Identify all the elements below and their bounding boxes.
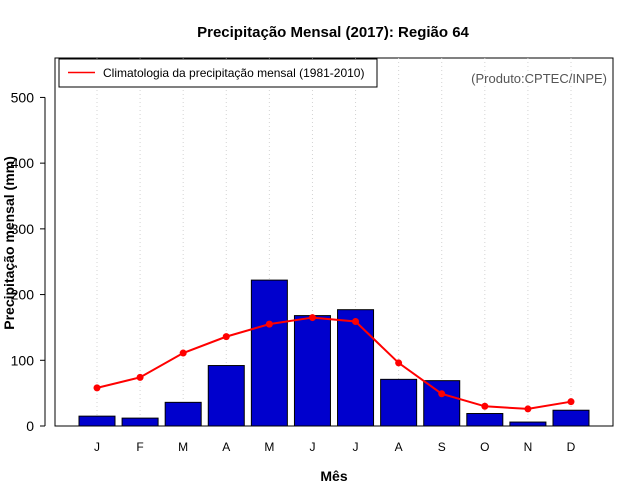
climatology-point (308, 314, 316, 322)
climatology-point (179, 349, 187, 357)
climatology-point (136, 373, 144, 381)
x-tick-label: J (353, 440, 359, 454)
x-tick-label: J (94, 440, 100, 454)
bar (552, 409, 590, 427)
bar (509, 421, 547, 427)
climatology-series (93, 314, 575, 413)
x-axis-label: Mês (320, 468, 347, 484)
bar (423, 380, 461, 427)
bar (250, 279, 288, 427)
climatology-point (567, 398, 575, 406)
y-axis: 0 100 200 300 400 500 (11, 89, 46, 434)
climatology-point (265, 320, 273, 328)
y-tick-label: 100 (11, 352, 35, 368)
x-tick-label: N (524, 440, 533, 454)
x-tick-label: A (395, 440, 403, 454)
legend-box (58, 58, 378, 88)
chart-title: Precipitação Mensal (2017): Região 64 (197, 24, 469, 41)
climatology-line (96, 316, 572, 410)
x-tick-label: M (264, 440, 274, 454)
legend: Climatologia da precipitação mensal (198… (58, 58, 378, 88)
bar-series (78, 279, 590, 427)
bar (337, 309, 375, 427)
y-tick-label: 500 (11, 89, 35, 105)
bar (466, 413, 504, 427)
y-tick-label: 0 (26, 418, 34, 434)
x-tick-label: M (178, 440, 188, 454)
gridlines (96, 58, 572, 426)
climatology-point (438, 390, 446, 398)
x-tick-label: F (136, 440, 143, 454)
x-tick-label: J (309, 440, 315, 454)
climatology-point (352, 318, 360, 326)
legend-label: Climatologia da precipitação mensal (198… (103, 66, 364, 80)
bar (380, 378, 418, 427)
climatology-point (395, 359, 403, 367)
climatology-point (222, 333, 230, 341)
x-tick-label: O (480, 440, 489, 454)
y-tick-label: 400 (11, 155, 35, 171)
bar (293, 315, 331, 427)
bar (121, 417, 159, 427)
y-tick-label: 300 (11, 221, 35, 237)
bar (207, 365, 245, 427)
x-tick-label: D (567, 440, 576, 454)
climatology-point (481, 402, 489, 410)
plot-area (54, 57, 614, 427)
y-axis-label: Precipitação mensal (mm) (1, 156, 17, 330)
climatology-point (524, 405, 532, 413)
credit-text: (Produto:CPTEC/INPE) (471, 71, 607, 86)
y-tick-label: 200 (11, 287, 35, 303)
x-tick-label: S (438, 440, 446, 454)
bar (78, 415, 116, 427)
bar (164, 401, 202, 427)
x-tick-label: A (222, 440, 230, 454)
climatology-point (93, 384, 101, 392)
